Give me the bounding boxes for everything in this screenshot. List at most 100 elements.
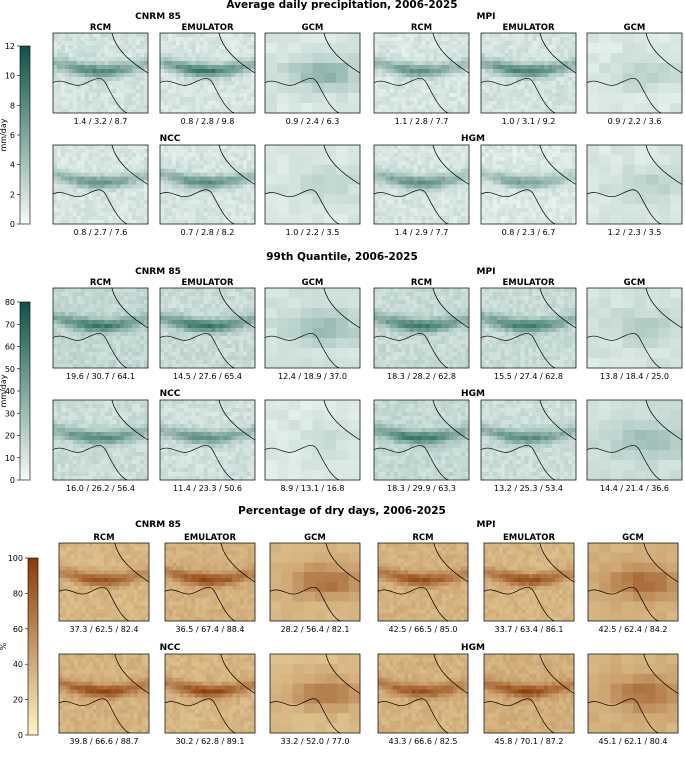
grid-cell — [485, 101, 489, 105]
grid-cell — [552, 105, 556, 109]
grid-cell — [461, 192, 465, 196]
grid-cell — [140, 356, 144, 360]
grid-cell — [61, 188, 65, 192]
grid-cell — [635, 73, 647, 83]
grid-cell — [57, 169, 61, 173]
grid-cell — [390, 69, 394, 73]
grid-cell — [211, 316, 215, 320]
grid-cell — [497, 85, 501, 89]
grid-cell — [108, 81, 112, 85]
grid-cell — [61, 85, 65, 89]
grid-cell — [564, 69, 568, 73]
grid-cell — [69, 181, 73, 185]
grid-cell — [164, 165, 168, 169]
grid-cell — [211, 157, 215, 161]
grid-cell — [188, 149, 192, 153]
chart-section-1: Average daily precipitation, 2006-202502… — [0, 0, 682, 237]
grid-cell — [398, 37, 402, 41]
grid-cell — [406, 177, 410, 181]
grid-cell — [223, 288, 227, 292]
grid-cell — [77, 196, 81, 200]
grid-cell — [208, 101, 212, 105]
grid-cell — [101, 181, 105, 185]
grid-cell — [517, 85, 521, 89]
grid-cell — [378, 181, 382, 185]
grid-cell — [116, 352, 120, 356]
grid-cell — [301, 204, 313, 214]
grid-cell — [120, 288, 124, 292]
grid-cell — [556, 93, 560, 97]
grid-cell — [89, 89, 93, 93]
grid-cell — [406, 77, 410, 81]
grid-cell — [505, 57, 509, 61]
grid-cell — [104, 208, 108, 212]
grid-cell — [564, 73, 568, 77]
grid-cell — [101, 65, 105, 69]
grid-cell — [374, 53, 378, 57]
grid-cell — [481, 161, 485, 165]
grid-cell — [386, 196, 390, 200]
grid-cell — [556, 101, 560, 105]
grid-cell — [453, 97, 457, 101]
grid-cell — [180, 77, 184, 81]
grid-cell — [227, 77, 231, 81]
grid-cell — [422, 153, 426, 157]
grid-cell — [101, 89, 105, 93]
grid-cell — [560, 41, 564, 45]
grid-cell — [390, 216, 394, 220]
grid-cell — [560, 49, 564, 53]
grid-cell — [97, 101, 101, 105]
grid-cell — [164, 49, 168, 53]
grid-cell — [97, 308, 101, 312]
grid-cell — [414, 93, 418, 97]
grid-cell — [497, 33, 501, 37]
grid-cell — [231, 300, 235, 304]
grid-cell — [231, 196, 235, 200]
grid-cell — [529, 53, 533, 57]
grid-cell — [184, 312, 188, 316]
grid-cell — [196, 296, 200, 300]
grid-cell — [348, 73, 360, 83]
grid-cell — [532, 185, 536, 189]
grid-cell — [289, 175, 301, 185]
grid-cell — [418, 173, 422, 177]
grid-cell — [513, 145, 517, 149]
grid-cell — [188, 69, 192, 73]
grid-cell — [382, 212, 386, 216]
grid-cell — [449, 41, 453, 45]
grid-cell — [525, 153, 529, 157]
grid-cell — [77, 165, 81, 169]
grid-cell — [81, 181, 85, 185]
grid-cell — [196, 320, 200, 324]
grid-cell — [176, 149, 180, 153]
grid-cell — [247, 332, 251, 336]
grid-cell — [410, 157, 414, 161]
grid-cell — [128, 81, 132, 85]
colorbar-tick-label: 70 — [5, 320, 15, 329]
grid-cell — [489, 188, 493, 192]
grid-cell — [176, 37, 180, 41]
grid-cell — [425, 37, 429, 41]
grid-cell — [485, 200, 489, 204]
grid-cell — [493, 153, 497, 157]
grid-cell — [457, 53, 461, 57]
grid-cell — [208, 288, 212, 292]
grid-cell — [219, 300, 223, 304]
grid-cell — [132, 85, 136, 89]
grid-cell — [200, 41, 204, 45]
grid-cell — [410, 177, 414, 181]
grid-cell — [414, 169, 418, 173]
grid-cell — [77, 97, 81, 101]
grid-cell — [124, 65, 128, 69]
grid-cell — [587, 155, 599, 165]
grid-cell — [394, 153, 398, 157]
grid-cell — [611, 145, 623, 155]
grid-cell — [200, 97, 204, 101]
grid-cell — [540, 57, 544, 61]
section-title: 99th Quantile, 2006-2025 — [266, 251, 418, 263]
grid-cell — [433, 61, 437, 65]
grid-cell — [457, 145, 461, 149]
grid-cell — [77, 308, 81, 312]
grid-cell — [239, 177, 243, 181]
grid-cell — [81, 157, 85, 161]
